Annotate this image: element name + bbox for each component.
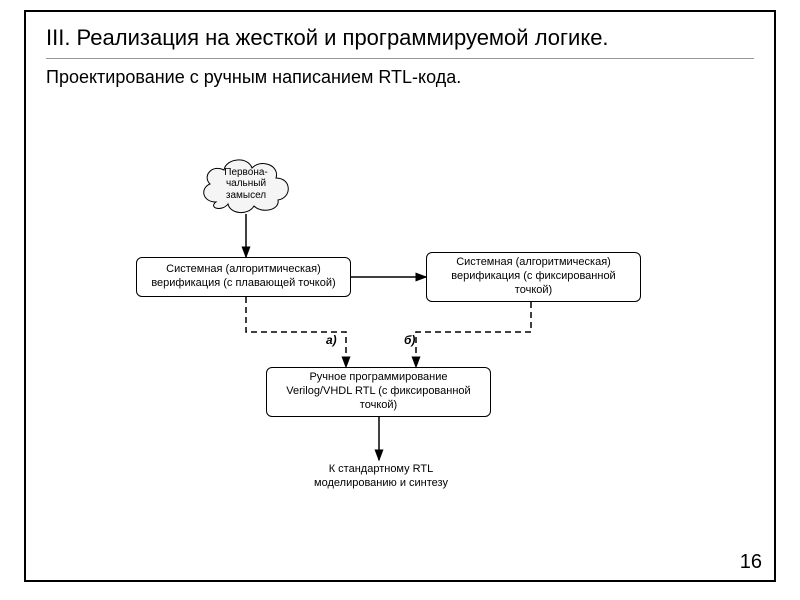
flowchart: Первона-чальныйзамысел Системная (алгори…	[46, 152, 754, 550]
title-divider	[46, 58, 754, 59]
page-number: 16	[740, 551, 762, 574]
page-subtitle: Проектирование с ручным написанием RTL-к…	[46, 67, 754, 88]
node-initial-idea: Первона-чальныйзамысел	[196, 152, 296, 216]
node-end-text-label: К стандартному RTLмоделированию и синтез…	[314, 463, 448, 489]
edge	[416, 302, 531, 367]
node-fixed-verification-label: Системная (алгоритмическая)верификация (…	[451, 256, 615, 297]
node-float-verification: Системная (алгоритмическая)верификация (…	[136, 257, 351, 297]
page-title: III. Реализация на жесткой и программиру…	[46, 24, 754, 52]
node-initial-idea-label: Первона-чальныйзамысел	[196, 152, 296, 216]
node-rtl-programming-label: Ручное программированиеVerilog/VHDL RTL …	[286, 371, 470, 412]
edge-label: б)	[404, 333, 415, 347]
node-float-verification-label: Системная (алгоритмическая)верификация (…	[151, 263, 335, 291]
slide-frame: III. Реализация на жесткой и программиру…	[24, 10, 776, 582]
edge	[246, 297, 346, 367]
node-fixed-verification: Системная (алгоритмическая)верификация (…	[426, 252, 641, 302]
node-end-text: К стандартному RTLмоделированию и синтез…	[301, 462, 461, 492]
node-rtl-programming: Ручное программированиеVerilog/VHDL RTL …	[266, 367, 491, 417]
edge-label: а)	[326, 333, 337, 347]
